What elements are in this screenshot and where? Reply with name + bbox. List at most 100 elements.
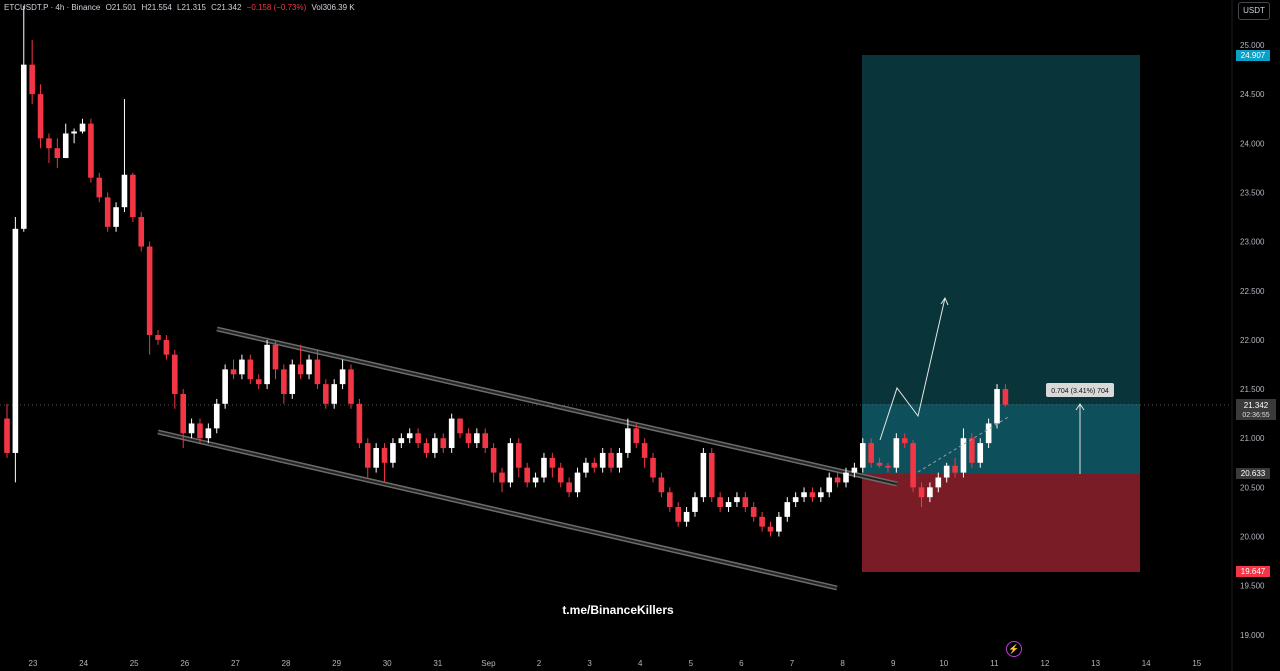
candle-body[interactable] <box>960 438 967 473</box>
candle-body[interactable] <box>683 511 690 522</box>
candle-body[interactable] <box>255 379 262 385</box>
candle-body[interactable] <box>515 443 522 468</box>
candle-body[interactable] <box>1002 389 1009 405</box>
projection-path[interactable] <box>879 297 946 441</box>
candle-body[interactable] <box>725 502 732 508</box>
candle-body[interactable] <box>96 177 103 198</box>
candle-body[interactable] <box>583 462 589 473</box>
candle-body[interactable] <box>29 64 35 95</box>
candle-body[interactable] <box>784 502 791 517</box>
candle-body[interactable] <box>130 174 136 218</box>
candle-body[interactable] <box>708 452 715 498</box>
candle-body[interactable] <box>893 438 900 468</box>
candle-body[interactable] <box>239 359 245 375</box>
candle-body[interactable] <box>12 228 19 453</box>
candle-body[interactable] <box>792 497 799 503</box>
candle-body[interactable] <box>742 497 749 508</box>
candle-body[interactable] <box>230 369 237 375</box>
candle-body[interactable] <box>499 472 505 483</box>
candle-body[interactable] <box>138 217 145 247</box>
candle-body[interactable] <box>457 418 463 434</box>
candle-body[interactable] <box>188 423 195 434</box>
candle-body[interactable] <box>222 369 228 404</box>
candle-body[interactable] <box>675 507 681 522</box>
candle-body[interactable] <box>876 462 883 466</box>
candle-body[interactable] <box>994 389 1000 424</box>
candle-body[interactable] <box>37 94 44 139</box>
candle-body[interactable] <box>79 123 86 132</box>
price-axis[interactable]: 19.000 19.500 20.000 20.500 21.000 21.500 22.0… <box>1240 41 1265 640</box>
candle-body[interactable] <box>314 359 321 385</box>
candle-body[interactable] <box>205 428 212 439</box>
candle-body[interactable] <box>272 344 279 370</box>
candle-body[interactable] <box>356 403 363 444</box>
candle-body[interactable] <box>591 462 598 468</box>
candle-body[interactable] <box>910 443 916 488</box>
candle-body[interactable] <box>20 64 27 229</box>
candle-body[interactable] <box>121 174 128 208</box>
candle-body[interactable] <box>549 457 556 468</box>
candle-body[interactable] <box>574 472 581 493</box>
candle-body[interactable] <box>734 497 740 503</box>
candle-body[interactable] <box>373 448 379 468</box>
candle-body[interactable] <box>71 131 77 134</box>
candle-body[interactable] <box>599 452 606 468</box>
candle-body[interactable] <box>415 433 421 444</box>
candle-body[interactable] <box>641 443 648 458</box>
candle-body[interactable] <box>155 334 161 340</box>
candle-body[interactable] <box>323 384 329 404</box>
candle-body[interactable] <box>692 497 698 512</box>
candle-body[interactable] <box>465 433 472 444</box>
candle-body[interactable] <box>54 148 61 159</box>
candle-body[interactable] <box>381 448 388 463</box>
candle-body[interactable] <box>339 369 346 385</box>
candle-body[interactable] <box>658 477 665 493</box>
candle-body[interactable] <box>667 492 673 508</box>
candle-body[interactable] <box>88 123 94 178</box>
candle-body[interactable] <box>566 482 572 493</box>
candle-body[interactable] <box>625 428 631 453</box>
symbol-title[interactable]: ETCUSDT.P · 4h · Binance <box>4 3 101 12</box>
candle-body[interactable] <box>943 465 950 478</box>
candle-body[interactable] <box>801 492 807 498</box>
candle-body[interactable] <box>750 507 757 517</box>
currency-button[interactable]: USDT <box>1238 2 1270 20</box>
bolt-icon[interactable]: ⚡ <box>1006 641 1022 657</box>
candle-body[interactable] <box>423 443 430 453</box>
candle-body[interactable] <box>969 438 975 463</box>
candle-body[interactable] <box>104 197 111 227</box>
candle-body[interactable] <box>474 433 480 444</box>
candle-body[interactable] <box>289 364 296 394</box>
candle-body[interactable] <box>700 452 707 498</box>
candle-body[interactable] <box>432 438 438 453</box>
candle-body[interactable] <box>364 443 371 468</box>
candle-body[interactable] <box>62 133 69 159</box>
candle-body[interactable] <box>977 443 984 463</box>
candle-body[interactable] <box>213 403 220 429</box>
candle-body[interactable] <box>851 467 858 473</box>
candle-body[interactable] <box>264 344 270 385</box>
candle-body[interactable] <box>834 477 841 483</box>
candle-body[interactable] <box>146 246 153 335</box>
candle-body[interactable] <box>616 452 623 468</box>
candle-body[interactable] <box>281 369 287 394</box>
candle-body[interactable] <box>935 477 942 488</box>
candle-body[interactable] <box>524 467 530 483</box>
candle-body[interactable] <box>247 359 254 380</box>
candle-body[interactable] <box>440 438 447 449</box>
candle-body[interactable] <box>172 354 178 394</box>
candle-body[interactable] <box>482 433 489 449</box>
candle-body[interactable] <box>885 465 891 468</box>
candle-body[interactable] <box>398 438 405 444</box>
candle-body[interactable] <box>297 364 304 375</box>
candle-body[interactable] <box>717 497 723 508</box>
candle-body[interactable] <box>163 339 170 355</box>
candle-body[interactable] <box>985 423 992 444</box>
candle-body[interactable] <box>859 443 866 468</box>
candle-body[interactable] <box>331 384 338 404</box>
candle-body[interactable] <box>507 443 514 483</box>
candle-body[interactable] <box>348 369 354 404</box>
candle-body[interactable] <box>776 516 782 532</box>
candle-body[interactable] <box>490 448 497 473</box>
candle-body[interactable] <box>633 428 640 444</box>
